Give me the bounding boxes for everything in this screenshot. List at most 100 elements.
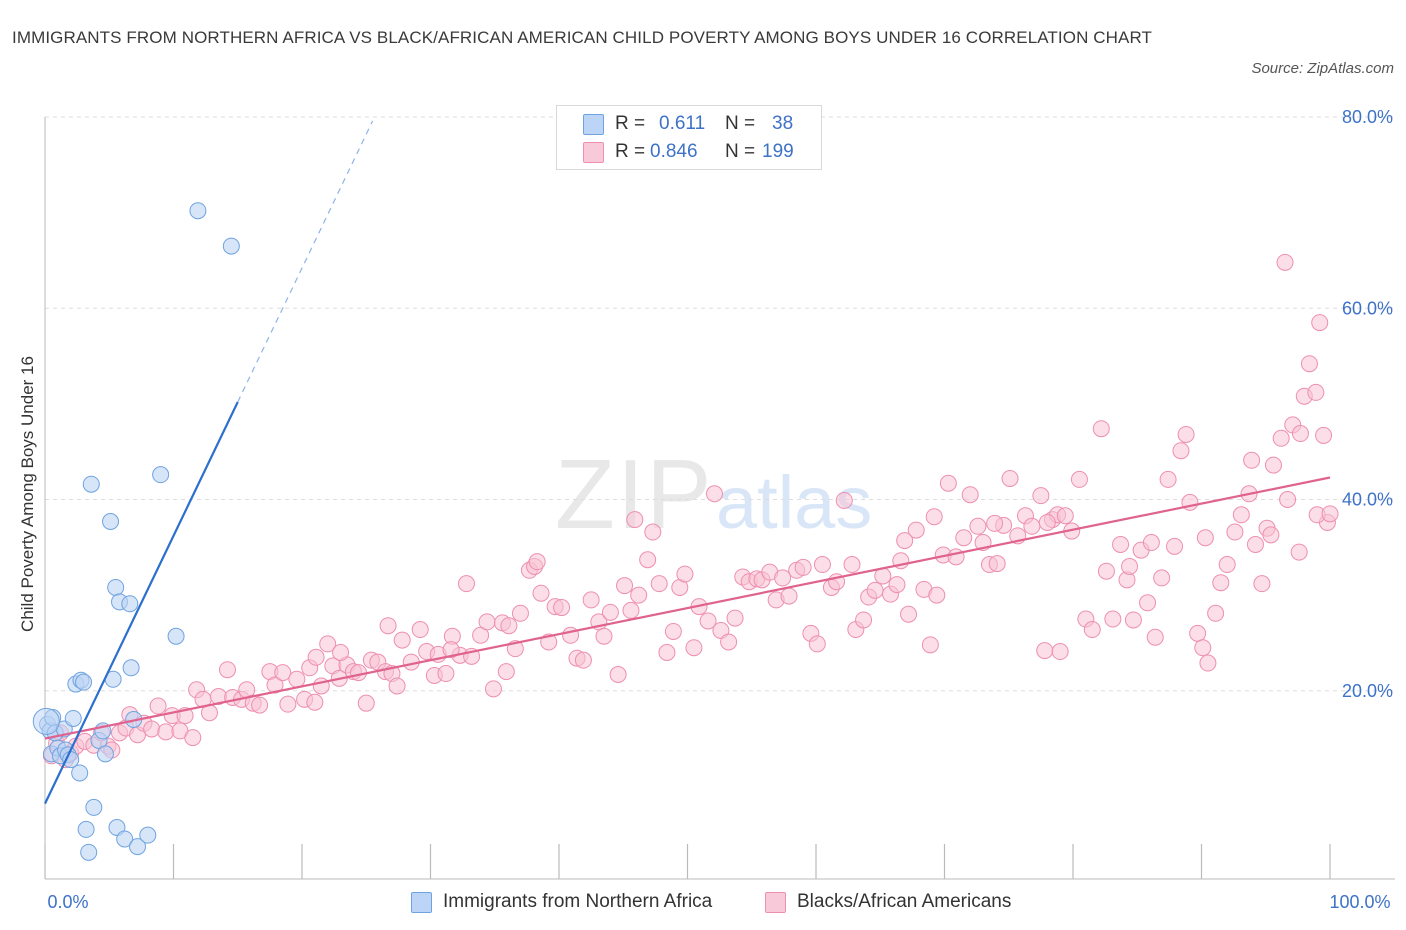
pink-point — [1243, 451, 1261, 469]
blue-point — [116, 830, 134, 848]
grid-lines — [45, 116, 1395, 692]
pink-point — [1218, 556, 1236, 574]
pink-point — [528, 553, 546, 571]
blue-point — [82, 475, 100, 493]
legend-n-label: N = — [725, 113, 756, 134]
pink-point — [780, 587, 798, 605]
pink-point — [907, 521, 925, 539]
pink-point — [955, 529, 973, 547]
chart-title: IMMIGRANTS FROM NORTHERN AFRICA VS BLACK… — [12, 28, 1153, 47]
pink-point — [699, 612, 717, 630]
blue-point — [77, 820, 95, 838]
pink-point — [266, 676, 284, 694]
pink-point — [332, 644, 350, 661]
pink-point — [843, 556, 861, 574]
pink-point — [500, 617, 518, 635]
legend-row-blue: R = 0.611 N = 38 — [557, 111, 821, 137]
blue-point — [189, 202, 207, 220]
pink-point — [484, 680, 502, 698]
pink-point — [928, 586, 946, 604]
pink-point — [574, 651, 592, 669]
pink-point — [658, 644, 676, 661]
pink-point — [726, 609, 744, 627]
source-label: Source: ZipAtlas.com — [1251, 60, 1394, 77]
pink-point — [1097, 562, 1115, 580]
pink-point — [622, 601, 640, 619]
pink-point — [1142, 534, 1160, 552]
pink-point — [1291, 425, 1309, 443]
pink-point — [442, 641, 460, 659]
x-max-label: 100.0% — [1329, 892, 1390, 912]
pink-point — [149, 697, 167, 715]
blue-point — [102, 512, 120, 530]
pink-point — [1159, 470, 1177, 488]
blue-point — [129, 838, 147, 856]
y-tick-label: 20.0% — [1342, 681, 1393, 701]
blue-point — [139, 826, 157, 844]
pink-point — [1264, 456, 1282, 474]
pink-point — [1038, 513, 1056, 531]
pink-point — [813, 556, 831, 574]
pink-point — [900, 605, 918, 623]
pink-point — [986, 514, 1004, 532]
pink-point — [616, 577, 634, 595]
pink-point — [1311, 314, 1329, 332]
bottom-legend-swatch-blue — [411, 892, 432, 913]
pink-point — [1226, 523, 1244, 541]
pink-point — [720, 633, 738, 651]
blue-point-cluster — [32, 707, 60, 735]
pink-point — [685, 639, 703, 657]
blue-trend-line — [44, 401, 239, 805]
pink-point — [1279, 491, 1297, 508]
blue-point — [167, 627, 185, 645]
pink-point — [808, 635, 826, 653]
blue-point — [64, 709, 82, 727]
blue-point — [122, 659, 140, 677]
pink-point — [1092, 420, 1110, 438]
pink-point — [1001, 469, 1019, 487]
legend-r-label: R = — [615, 113, 646, 134]
pink-point — [1139, 594, 1157, 612]
pink-point — [411, 621, 429, 639]
pink-point — [319, 635, 337, 653]
pink-point — [1199, 654, 1217, 672]
pink-point — [1194, 639, 1212, 657]
pink-point — [1189, 624, 1207, 642]
pink-point — [601, 603, 619, 621]
pink-point — [650, 575, 668, 593]
legend-swatch-blue — [583, 114, 604, 135]
pink-point — [664, 622, 682, 640]
pink-point — [774, 569, 792, 587]
pink-point — [1232, 506, 1250, 524]
y-tick-label: 60.0% — [1342, 298, 1393, 318]
pink-point — [794, 558, 812, 576]
pink-point — [288, 670, 306, 688]
pink-point — [279, 695, 297, 713]
pink-point — [1032, 487, 1050, 505]
pink-point — [609, 665, 627, 683]
pink-point — [307, 648, 325, 666]
correlation-legend: R = 0.611 N = 38 R = 0.846 N = 199 — [556, 105, 822, 170]
pink-point — [1121, 557, 1139, 575]
pink-point — [306, 693, 324, 711]
pink-point — [1196, 529, 1214, 547]
y-axis-label: Child Poverty Among Boys Under 16 — [18, 356, 37, 632]
pink-point — [595, 627, 613, 645]
pink-point — [478, 613, 496, 631]
pink-point — [274, 664, 292, 682]
blue-point — [121, 595, 139, 613]
blue-point — [222, 237, 240, 255]
y-tick-label: 80.0% — [1342, 107, 1393, 127]
pink-point — [1207, 604, 1225, 622]
pink-trend-line — [44, 476, 1331, 740]
pink-point — [553, 599, 571, 617]
pink-point — [925, 508, 943, 526]
pink-point — [1146, 628, 1164, 646]
pink-point — [835, 491, 853, 509]
pink-point — [379, 617, 397, 635]
pink-point — [184, 729, 202, 747]
pink-point — [1212, 574, 1230, 592]
legend-row-pink: R = 0.846 N = 199 — [557, 139, 821, 165]
blue-point — [96, 745, 114, 763]
pink-point — [1253, 575, 1271, 593]
